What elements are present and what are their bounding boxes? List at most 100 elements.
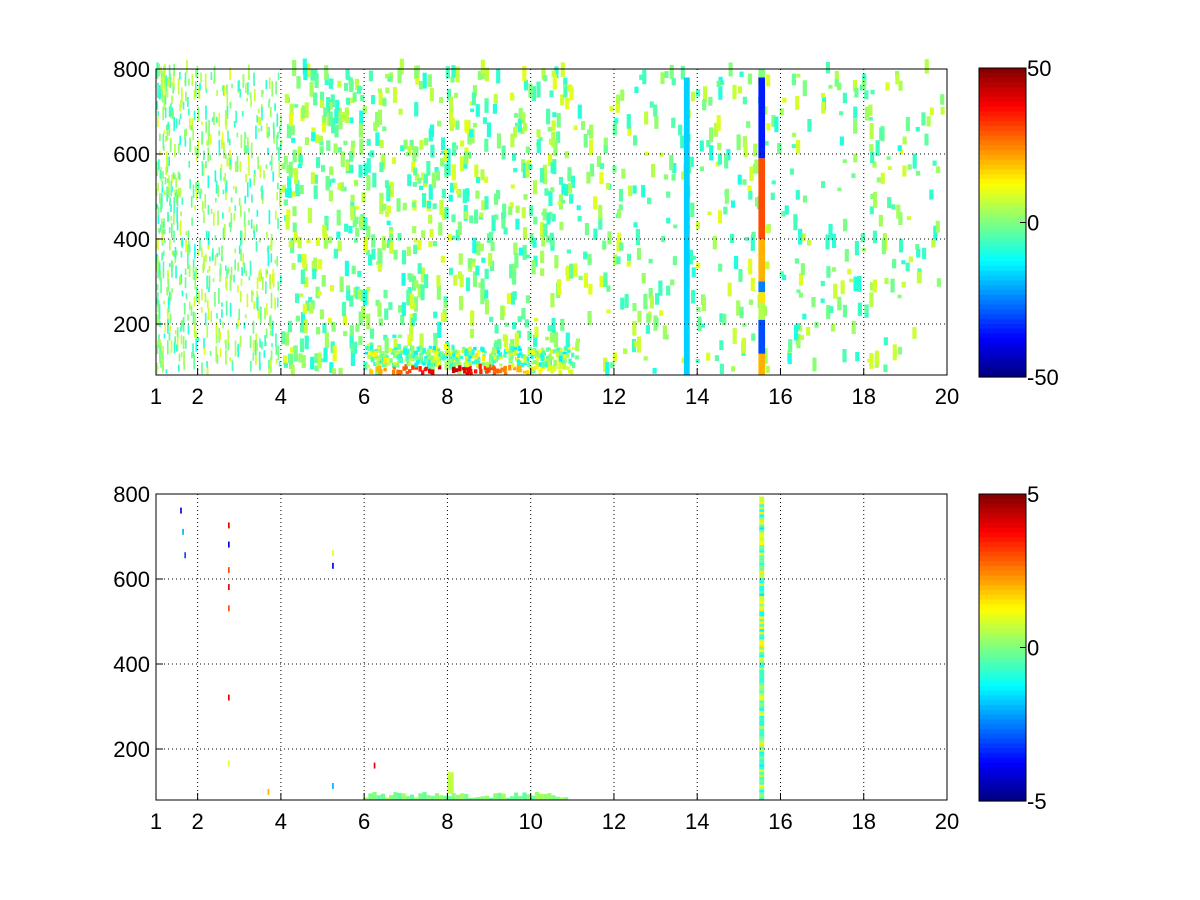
colorbar-tick-label: 50 (1027, 56, 1051, 81)
heatmap-cell (935, 220, 940, 233)
heatmap-cell (323, 347, 328, 363)
heatmap-cell (257, 156, 259, 170)
heatmap-cell (556, 348, 560, 354)
heatmap-cell (545, 358, 549, 362)
heatmap-cell (179, 103, 181, 112)
heatmap-cell (478, 282, 483, 288)
heatmap-cell (612, 352, 617, 362)
colorbar-step (979, 791, 1026, 797)
column-segment (759, 539, 765, 543)
heatmap-cell (315, 134, 320, 144)
heatmap-cell (377, 109, 383, 125)
heatmap-cell (533, 351, 538, 357)
heatmap-cell (187, 253, 189, 269)
heatmap-cell (879, 127, 884, 140)
heatmap-cell (270, 154, 273, 171)
heatmap-cell (215, 329, 218, 344)
heatmap-cell (190, 125, 193, 131)
heatmap-cell (179, 193, 181, 198)
heatmap-cell (820, 181, 826, 189)
column-segment (759, 598, 765, 602)
heatmap-cell (159, 192, 161, 204)
heatmap-cell (642, 69, 647, 85)
heatmap-cell (384, 210, 390, 217)
heatmap-cell (641, 272, 646, 284)
colorbar-step (979, 319, 1026, 325)
heatmap-cell (363, 220, 368, 231)
colorbar-step (979, 796, 1026, 802)
heatmap-cell (406, 246, 411, 257)
heatmap-cell (159, 224, 162, 232)
heatmap-cell (162, 171, 164, 179)
heatmap-cell (414, 362, 418, 368)
heatmap-cell (157, 292, 159, 298)
heatmap-cell (230, 197, 233, 203)
heatmap-cell (829, 306, 834, 314)
heatmap-cell (348, 225, 353, 234)
colorbar-step (979, 762, 1026, 769)
heatmap-cell (168, 175, 170, 189)
heatmap-cell (168, 291, 171, 306)
column-segment (759, 496, 765, 500)
heatmap-cell (355, 227, 360, 237)
heatmap-cell (450, 358, 454, 363)
heatmap-cell (253, 173, 256, 186)
heatmap-cell (387, 362, 391, 366)
heatmap-cell (455, 229, 460, 241)
x-tick-label: 12 (602, 809, 626, 834)
heatmap-cell (435, 362, 439, 367)
heatmap-cell (331, 117, 336, 134)
heatmap-cell (619, 242, 624, 251)
heatmap-cell (194, 81, 197, 97)
heatmap-cell (915, 126, 920, 132)
heatmap-cell (828, 84, 833, 89)
heatmap-cell (298, 154, 303, 163)
heatmap-cell (467, 258, 472, 269)
column-segment (759, 550, 765, 553)
heatmap-cell (503, 366, 507, 371)
heatmap-cell (162, 250, 165, 256)
heatmap-cell (226, 92, 229, 107)
heatmap-cell (859, 84, 864, 91)
heatmap-cell (400, 145, 405, 152)
heatmap-cell (475, 190, 480, 199)
heatmap-cell (297, 163, 302, 169)
band-cell (551, 795, 556, 800)
heatmap-cell (292, 168, 297, 175)
heatmap-cell (896, 204, 901, 219)
heatmap-cell (559, 349, 563, 352)
heatmap-cell (477, 357, 481, 362)
heatmap-cell (541, 361, 546, 368)
heatmap-cell (603, 357, 608, 372)
heatmap-cell (515, 357, 519, 362)
heatmap-cell (174, 336, 177, 344)
heatmap-cell (366, 225, 371, 240)
heatmap-cell (216, 313, 218, 319)
heatmap-cell (213, 66, 216, 82)
heatmap-cell (800, 263, 805, 276)
heatmap-cell (547, 126, 552, 132)
heatmap-cell (527, 350, 531, 354)
heatmap-cell (892, 344, 897, 361)
heatmap-cell (171, 223, 173, 238)
heatmap-cell (337, 107, 342, 114)
heatmap-cell (364, 351, 369, 355)
heatmap-cell (820, 280, 825, 287)
heatmap-cell (181, 87, 183, 103)
heatmap-cell (249, 360, 252, 372)
colorbar-step (979, 304, 1026, 311)
heatmap-cell (440, 158, 445, 167)
heatmap-cell (484, 67, 489, 82)
heatmap-cell (199, 82, 201, 91)
heatmap-cell (566, 249, 571, 254)
heatmap-cell (182, 336, 185, 350)
heatmap-cell (806, 326, 811, 336)
heatmap-cell (201, 132, 203, 145)
heatmap-cell (897, 346, 903, 355)
column-segment (759, 682, 765, 686)
heatmap-cell (269, 361, 272, 368)
heatmap-cell (409, 327, 414, 341)
column-segment (759, 657, 765, 660)
colorbar-step (979, 753, 1026, 759)
heatmap-cell (543, 173, 548, 185)
